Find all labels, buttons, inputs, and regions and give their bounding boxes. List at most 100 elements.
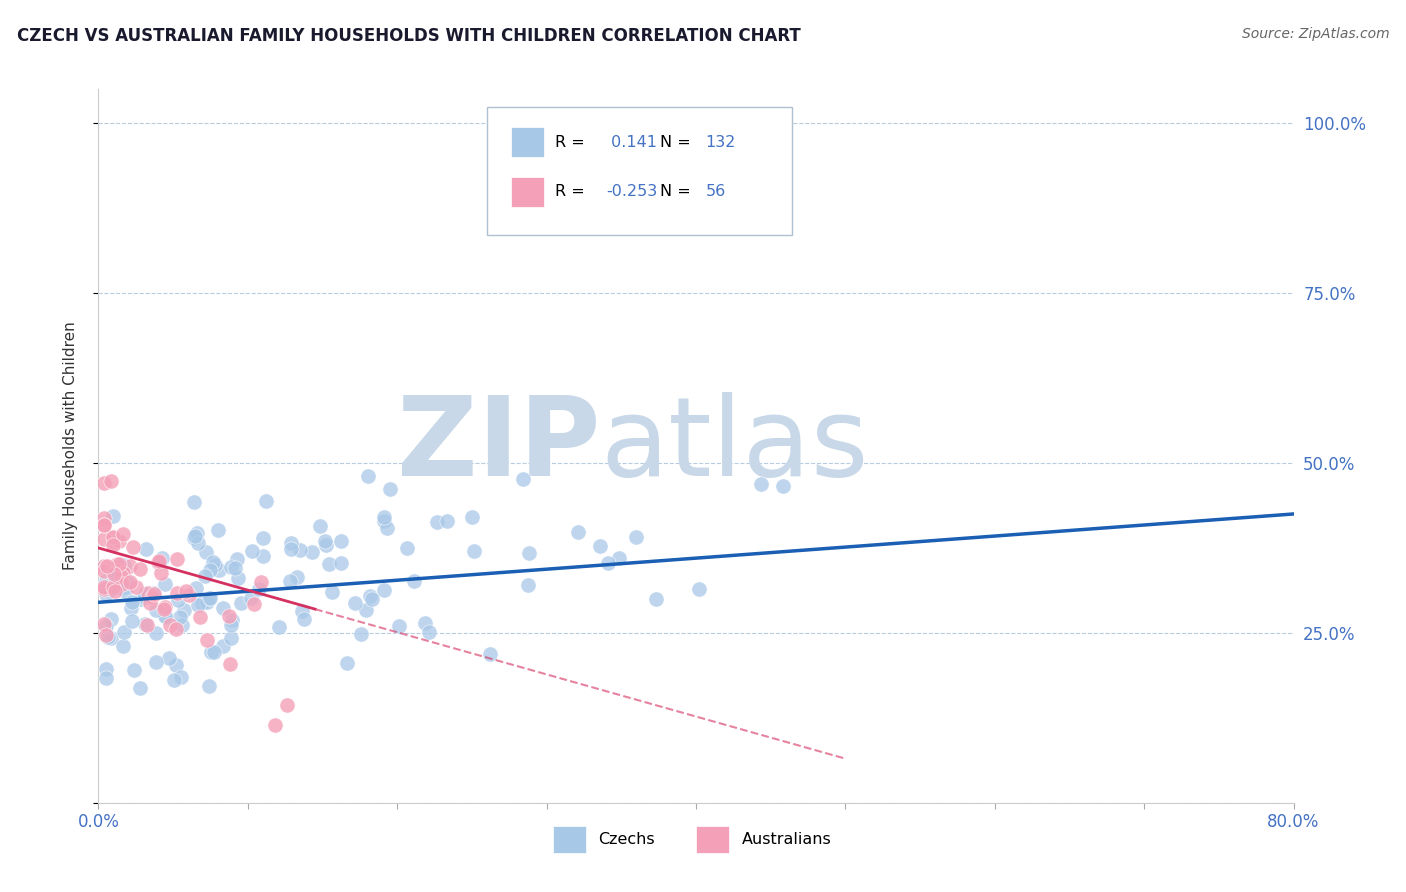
- Point: [336, 657, 359, 671]
- Point: [314, 533, 336, 548]
- Point: [143, 587, 166, 601]
- Point: [152, 601, 174, 615]
- Point: [280, 541, 302, 556]
- Point: [145, 603, 167, 617]
- Point: [122, 663, 145, 677]
- Point: [219, 560, 242, 574]
- Point: [254, 493, 277, 508]
- Point: [207, 523, 229, 537]
- Point: [373, 583, 395, 598]
- Point: [240, 543, 263, 558]
- Text: 132: 132: [706, 135, 735, 150]
- Point: [94, 586, 117, 600]
- Text: Czechs: Czechs: [598, 831, 655, 847]
- Point: [350, 627, 373, 641]
- Point: [157, 650, 180, 665]
- Point: [329, 533, 352, 548]
- Text: ZIP: ZIP: [396, 392, 600, 500]
- Point: [292, 612, 315, 626]
- Point: [148, 556, 170, 570]
- Point: [252, 549, 274, 563]
- Point: [188, 610, 211, 624]
- Point: [589, 539, 612, 553]
- Point: [186, 581, 208, 595]
- Point: [148, 554, 170, 568]
- Point: [96, 628, 118, 642]
- Point: [100, 631, 122, 645]
- Point: [373, 510, 395, 524]
- Point: [208, 563, 231, 577]
- Point: [280, 536, 302, 550]
- Point: [247, 582, 270, 596]
- Text: R =: R =: [555, 185, 585, 200]
- Point: [134, 586, 156, 600]
- Point: [749, 477, 772, 491]
- Point: [135, 542, 157, 557]
- Point: [426, 516, 449, 530]
- Point: [198, 591, 221, 605]
- Point: [330, 556, 353, 570]
- Point: [143, 586, 166, 600]
- Point: [183, 529, 205, 543]
- Point: [388, 618, 411, 632]
- Point: [135, 618, 157, 632]
- Point: [202, 555, 225, 569]
- Point: [93, 518, 115, 533]
- Point: [198, 564, 221, 578]
- Point: [110, 576, 132, 591]
- Point: [139, 596, 162, 610]
- Point: [183, 531, 205, 545]
- Point: [118, 558, 141, 573]
- Point: [166, 657, 188, 672]
- Point: [153, 608, 176, 623]
- Point: [103, 534, 125, 549]
- Point: [103, 567, 125, 582]
- Point: [145, 625, 167, 640]
- Point: [94, 574, 117, 588]
- Point: [166, 593, 188, 607]
- Point: [360, 591, 382, 606]
- Point: [288, 543, 311, 558]
- Point: [239, 591, 262, 605]
- Point: [131, 591, 153, 606]
- Point: [104, 567, 127, 582]
- Point: [280, 574, 302, 588]
- Bar: [553, 826, 586, 853]
- Point: [111, 566, 134, 581]
- Text: R =: R =: [555, 135, 585, 150]
- Point: [688, 582, 710, 596]
- Point: [211, 601, 233, 615]
- Point: [136, 586, 159, 600]
- Point: [598, 557, 620, 571]
- Point: [101, 532, 124, 546]
- Point: [285, 570, 308, 584]
- Point: [93, 475, 115, 490]
- Bar: [510, 127, 544, 157]
- Point: [218, 609, 240, 624]
- Point: [155, 600, 177, 615]
- Point: [624, 529, 647, 543]
- Point: [478, 647, 501, 661]
- Point: [112, 558, 135, 572]
- Text: Source: ZipAtlas.com: Source: ZipAtlas.com: [1241, 27, 1389, 41]
- Point: [243, 597, 266, 611]
- Point: [111, 639, 134, 653]
- Point: [166, 586, 188, 600]
- Point: [191, 596, 214, 610]
- Point: [463, 544, 485, 558]
- Point: [512, 472, 534, 486]
- Point: [93, 616, 115, 631]
- Point: [120, 601, 142, 615]
- Point: [121, 614, 143, 628]
- Point: [195, 595, 218, 609]
- Point: [129, 561, 152, 575]
- Point: [418, 624, 440, 639]
- Point: [107, 557, 129, 571]
- Point: [93, 582, 115, 596]
- Point: [112, 624, 135, 639]
- Point: [132, 590, 155, 604]
- Point: [94, 619, 117, 633]
- Point: [94, 671, 117, 685]
- Point: [195, 632, 218, 647]
- Point: [169, 609, 191, 624]
